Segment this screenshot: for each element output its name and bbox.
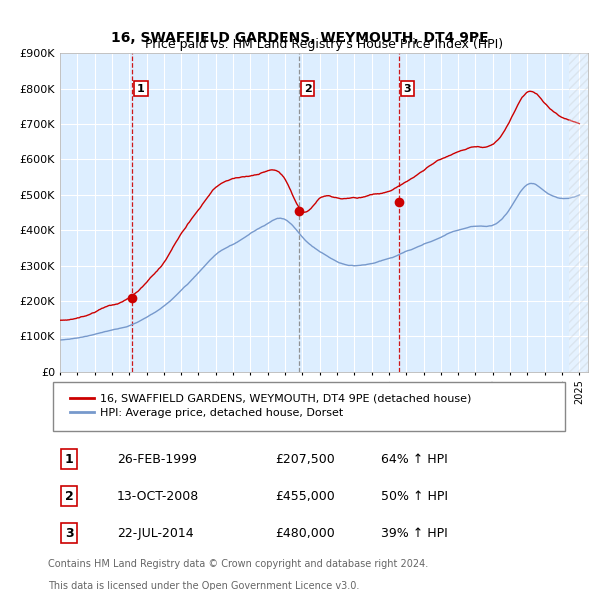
Text: 1: 1 <box>65 453 73 466</box>
Text: 3: 3 <box>65 526 73 539</box>
Text: 22-JUL-2014: 22-JUL-2014 <box>116 526 193 539</box>
Text: This data is licensed under the Open Government Licence v3.0.: This data is licensed under the Open Gov… <box>48 581 359 590</box>
Text: £207,500: £207,500 <box>275 453 335 466</box>
Text: Contains HM Land Registry data © Crown copyright and database right 2024.: Contains HM Land Registry data © Crown c… <box>48 559 428 569</box>
Text: 64% ↑ HPI: 64% ↑ HPI <box>380 453 448 466</box>
Title: Price paid vs. HM Land Registry's House Price Index (HPI): Price paid vs. HM Land Registry's House … <box>145 38 503 51</box>
Text: 16, SWAFFIELD GARDENS, WEYMOUTH, DT4 9PE: 16, SWAFFIELD GARDENS, WEYMOUTH, DT4 9PE <box>111 31 489 45</box>
Text: 2: 2 <box>304 84 311 93</box>
Text: 2: 2 <box>65 490 73 503</box>
Text: 3: 3 <box>404 84 412 93</box>
Text: £455,000: £455,000 <box>275 490 335 503</box>
Text: 50% ↑ HPI: 50% ↑ HPI <box>380 490 448 503</box>
Text: 26-FEB-1999: 26-FEB-1999 <box>116 453 197 466</box>
Text: 13-OCT-2008: 13-OCT-2008 <box>116 490 199 503</box>
Text: 39% ↑ HPI: 39% ↑ HPI <box>380 526 448 539</box>
Text: £480,000: £480,000 <box>275 526 335 539</box>
Legend: 16, SWAFFIELD GARDENS, WEYMOUTH, DT4 9PE (detached house), HPI: Average price, d: 16, SWAFFIELD GARDENS, WEYMOUTH, DT4 9PE… <box>64 388 476 424</box>
Text: 1: 1 <box>137 84 145 93</box>
FancyBboxPatch shape <box>53 382 565 431</box>
